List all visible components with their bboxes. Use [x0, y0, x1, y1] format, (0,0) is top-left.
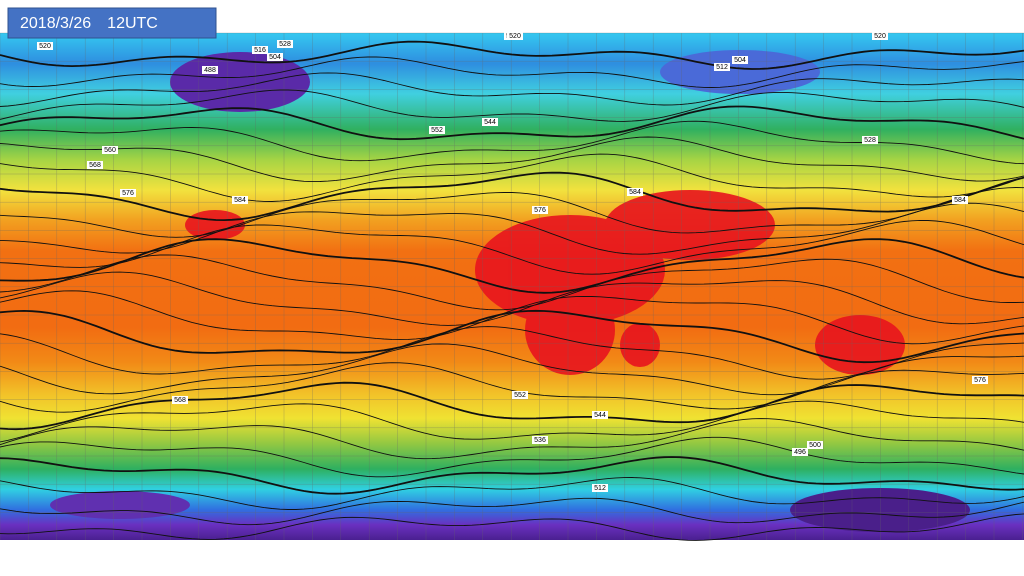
contour-label-box	[120, 189, 136, 197]
contour-label: 552	[431, 127, 443, 134]
contour-line	[0, 153, 1024, 202]
contour-label: 584	[954, 197, 966, 204]
contour-line	[0, 72, 1024, 107]
contour-label: 488	[204, 67, 216, 74]
contour-line	[0, 309, 1024, 364]
contour-line	[0, 202, 1024, 255]
contour-label-box	[102, 146, 118, 154]
contour-line	[0, 513, 1024, 541]
contour-label: 576	[122, 190, 134, 197]
contour-label-box	[232, 196, 248, 204]
contour-line	[0, 171, 1024, 222]
contour-label: 528	[279, 41, 291, 48]
contour-label-box	[172, 396, 188, 404]
contour-label: 544	[484, 119, 496, 126]
contour-label-box	[972, 376, 988, 384]
title-box	[7, 7, 217, 39]
contour-line	[0, 418, 1024, 460]
contour-label-box	[714, 63, 730, 71]
contour-label: 576	[974, 377, 986, 384]
contour-label: 516	[254, 47, 266, 54]
contour-line	[0, 40, 1024, 70]
contour-label: 584	[234, 197, 246, 204]
contour-label-box	[592, 411, 608, 419]
contours	[0, 40, 1024, 541]
contour-labels: 5205165045284885045125365445525605685765…	[37, 32, 988, 492]
contour-line	[0, 187, 1024, 238]
contour-line	[0, 477, 1024, 510]
contour-label: 496	[794, 449, 806, 456]
contour-label-box	[807, 441, 823, 449]
contour-label: 504	[734, 57, 746, 64]
contour-label: 568	[174, 397, 186, 404]
contour-line	[0, 326, 1024, 380]
contour-label-box	[792, 448, 808, 456]
warm-areas	[185, 190, 905, 375]
contour-line	[0, 254, 1024, 311]
contour-label-box	[252, 46, 268, 54]
contour-label: 512	[594, 485, 606, 492]
contour-label-box	[952, 196, 968, 204]
contour-label: 584	[629, 189, 641, 196]
contour-line	[0, 362, 1024, 413]
contour-label-box	[512, 391, 528, 399]
contour-label-box	[732, 56, 748, 64]
contour-label-box	[267, 53, 283, 61]
contour-label-box	[37, 42, 53, 50]
contour-line	[0, 89, 1024, 122]
contour-line	[0, 400, 1024, 443]
contour-label: 576	[534, 207, 546, 214]
contour-line	[0, 56, 1024, 88]
contour-label: 504	[269, 54, 281, 61]
contour-label-box	[592, 484, 608, 492]
contour-label-box	[87, 161, 103, 169]
contour-label-box	[872, 32, 888, 40]
contour-line	[0, 456, 1024, 495]
contour-label: 520	[874, 33, 886, 40]
contour-label: 520	[509, 33, 521, 40]
contour-line	[0, 238, 1024, 294]
contour-line	[0, 497, 1024, 526]
contour-label: 528	[864, 137, 876, 144]
contour-line	[0, 290, 1024, 345]
contour-line	[0, 436, 1024, 478]
contour-label: 512	[716, 64, 728, 71]
contour-label: 552	[514, 392, 526, 399]
contour-line	[0, 136, 1024, 183]
contour-label: 536	[534, 437, 546, 444]
contour-line	[0, 120, 1024, 165]
contour-label-box	[482, 118, 498, 126]
contour-label: 568	[89, 162, 101, 169]
contour-label-box	[862, 136, 878, 144]
contour-line	[0, 219, 1024, 275]
contour-label-box	[627, 188, 643, 196]
contour-label-box	[532, 436, 548, 444]
contour-label: 560	[104, 147, 116, 154]
contour-label-box	[277, 40, 293, 48]
contour-label-box	[202, 66, 218, 74]
contour-label: 520	[39, 43, 51, 50]
contour-label-box	[532, 206, 548, 214]
contour-label: 500	[809, 442, 821, 449]
contour-label-box	[507, 32, 523, 40]
title: 2018/3/26 12UTC	[20, 15, 158, 32]
contour-line	[0, 381, 1024, 431]
contour-label: 544	[594, 412, 606, 419]
contour-line	[0, 105, 1024, 141]
contour-label-box	[429, 126, 445, 134]
